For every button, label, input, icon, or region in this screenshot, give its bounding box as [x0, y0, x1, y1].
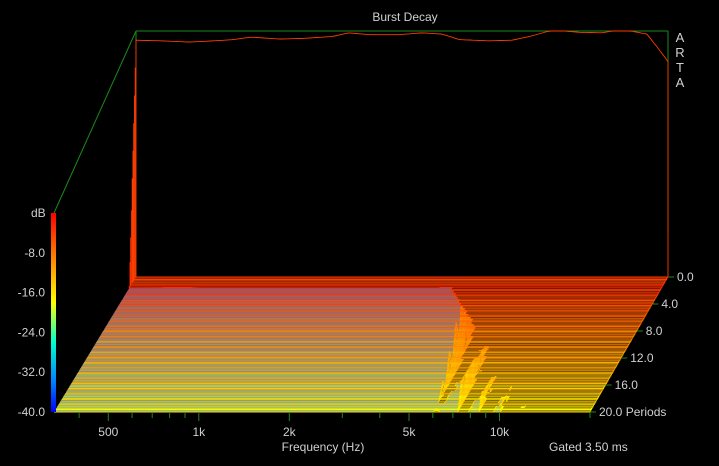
x-tick-label: 2k	[283, 425, 297, 439]
z-axis-ticks: -8.0 -16.0 -24.0 -32.0 -40.0	[18, 246, 46, 419]
z-tick-label: -16.0	[18, 286, 46, 300]
x-tick-label: 5k	[403, 425, 417, 439]
brand-logo: A R T A	[673, 30, 687, 90]
gate-note: Gated 3.50 ms	[549, 440, 628, 454]
x-axis-ticks: 500 1k 2k 5k 10k	[78, 412, 591, 439]
x-axis-label: Frequency (Hz)	[282, 440, 365, 454]
x-tick-label: 10k	[490, 425, 510, 439]
color-bar	[51, 213, 56, 412]
y-axis-ticks: 0.0 4.0 8.0 12.0 16.0 20.0 Periods	[590, 270, 694, 419]
y-tick-label: 8.0	[646, 324, 663, 338]
brand-letter: R	[675, 45, 685, 60]
decay-slice	[135, 30, 669, 278]
y-tick-label: 12.0	[630, 351, 654, 365]
x-tick-label: 1k	[192, 425, 206, 439]
y-tick-label: 16.0	[615, 378, 639, 392]
brand-letter: A	[675, 75, 685, 90]
z-tick-label: -40.0	[18, 405, 46, 419]
y-tick-label: 20.0 Periods	[599, 405, 666, 419]
x-tick-label: 500	[98, 425, 118, 439]
z-axis-label: dB	[31, 206, 46, 220]
z-tick-label: -8.0	[24, 246, 45, 260]
decay-slices	[54, 30, 669, 413]
chart-title: Burst Decay	[372, 10, 437, 24]
y-tick-label: 4.0	[661, 297, 678, 311]
z-tick-label: -24.0	[18, 325, 46, 339]
brand-letter: A	[675, 30, 685, 45]
y-tick-label: 0.0	[677, 270, 694, 284]
z-tick-label: -32.0	[18, 365, 46, 379]
brand-letter: T	[676, 60, 684, 75]
